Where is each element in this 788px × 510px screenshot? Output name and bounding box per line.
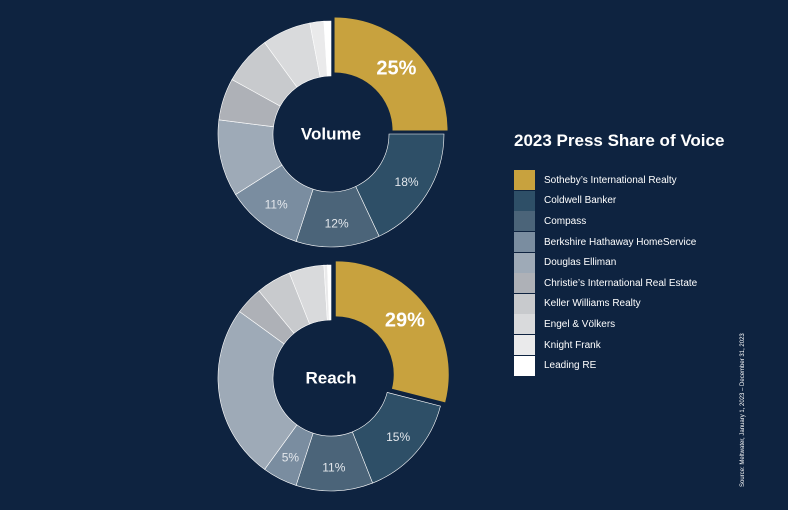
legend-item: Christie’s International Real Estate [514,273,697,294]
donut-slice [327,264,332,321]
legend-swatch [514,211,535,232]
legend-label: Knight Frank [544,339,601,351]
legend-swatch [514,190,535,211]
donut-center-label: Reach [305,369,356,388]
legend-swatch [514,232,535,253]
legend-label: Engel & Völkers [544,318,616,330]
legend-swatch [514,273,535,294]
legend-item: Knight Frank [514,335,697,356]
legend-item: Engel & Völkers [514,314,697,335]
legend-label: Compass [544,215,587,227]
donut-slice [323,20,332,77]
legend-label: Christie’s International Real Estate [544,277,698,289]
slice-label: 25% [376,58,416,80]
legend-swatch [514,293,535,314]
donut-slice [217,311,298,470]
donut-slice [334,17,448,131]
legend-swatch [514,170,535,191]
donut-reach: 29% 15% 11% 5% Reach [217,261,449,492]
legend-label: Sotheby’s International Realty [544,174,677,186]
legend-item: Berkshire Hathaway HomeService [514,232,697,253]
donut-center-label: Volume [301,125,361,144]
legend-title: 2023 Press Share of Voice [514,131,725,150]
legend-item: Sotheby’s International Realty [514,170,697,191]
legend-label: Leading RE [544,360,597,372]
slice-label: 11% [322,460,345,474]
legend: Sotheby’s International Realty Coldwell B… [514,170,697,376]
legend-label: Berkshire Hathaway HomeService [544,236,697,248]
legend-label: Keller Williams Realty [544,298,641,310]
legend-item: Coldwell Banker [514,190,697,212]
slice-label: 15% [386,430,410,444]
donut-volume: 25% 18% 12% 11% Volume [217,17,448,248]
legend-swatch [514,355,535,376]
legend-swatch [514,335,535,356]
legend-label: Coldwell Banker [544,195,617,207]
legend-swatch [514,314,535,335]
slice-label: 29% [385,310,425,332]
legend-swatch [514,252,535,273]
legend-item: Compass [514,211,697,232]
legend-item: Leading RE [514,355,697,376]
slice-label: 5% [282,451,300,465]
legend-item: Keller Williams Realty [514,293,697,315]
legend-item: Douglas Elliman [514,252,697,273]
source-note: Source: Meltwater, January 1, 2023 – Dec… [740,333,746,487]
slice-label: 18% [395,175,419,189]
legend-label: Douglas Elliman [544,257,617,269]
donut-slice [335,261,449,403]
slice-label: 11% [265,198,288,212]
slice-label: 12% [325,216,349,230]
